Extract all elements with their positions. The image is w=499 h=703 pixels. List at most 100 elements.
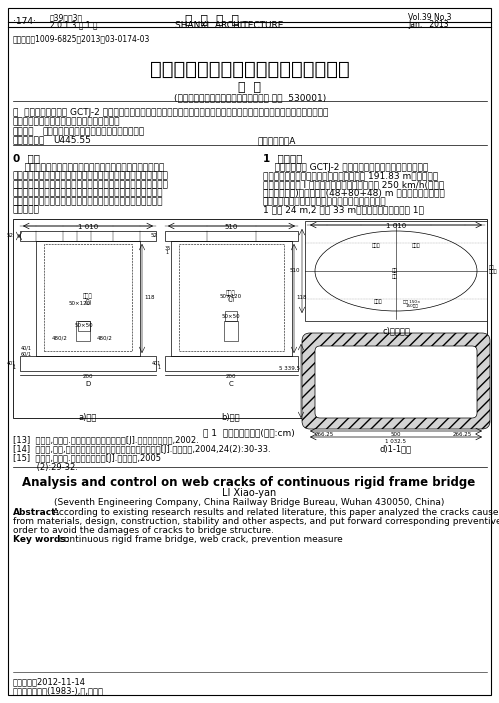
Text: 1 010: 1 010 — [386, 223, 406, 229]
Text: Vol.39 No.3: Vol.39 No.3 — [408, 13, 452, 22]
Text: 心墩建设。: 心墩建设。 — [13, 205, 40, 214]
Text: 高墩、大跨径桥梁工程越来越多，薄壁空心高墩施工难度大，技术: 高墩、大跨径桥梁工程越来越多，薄壁空心高墩施工难度大，技术 — [13, 172, 169, 181]
Text: 中腹模
(中): 中腹模 (中) — [83, 293, 93, 305]
Text: 要求高，模板施工技术的选择，对施工安全、质量、成本、进度控: 要求高，模板施工技术的选择，对施工安全、质量、成本、进度控 — [13, 180, 169, 189]
Text: 118: 118 — [296, 295, 306, 300]
Text: 摘  要：通过贵广铁路 GCTJ-2 标排调河双线大桥墩柱施工实践，介绍了高速铁路双线桥梁圆端形薄壁空心墩无支架翻模施工技: 摘 要：通过贵广铁路 GCTJ-2 标排调河双线大桥墩柱施工实践，介绍了高速铁路… — [13, 108, 328, 117]
Text: b)侧面: b)侧面 — [222, 412, 241, 421]
Text: 35: 35 — [165, 246, 171, 251]
Text: 墩身: 墩身 — [489, 265, 495, 270]
Text: 墩身
中心: 墩身 中心 — [392, 268, 398, 279]
Text: 1 号墩 24 m,2 号墩 33 m，墩柱结构示意图见图 1。: 1 号墩 24 m,2 号墩 33 m，墩柱结构示意图见图 1。 — [263, 205, 424, 214]
Text: [13]  贾文献,刘星友.地下工程分部分合力评估[J].中国鐵路出版社,2002.: [13] 贾文献,刘星友.地下工程分部分合力评估[J].中国鐵路出版社,2002… — [13, 436, 199, 445]
Bar — [171, 241, 292, 356]
Text: 1: 1 — [165, 250, 168, 255]
Bar — [76, 321, 90, 341]
Text: 作者简介：涂照(1983-),男,工程师: 作者简介：涂照(1983-),男,工程师 — [13, 686, 104, 695]
Text: ·174·: ·174· — [13, 17, 36, 26]
Text: 梁圆端形薄壁空心墩无支架翻模施工技术，适用于各类圆端形空: 梁圆端形薄壁空心墩无支架翻模施工技术，适用于各类圆端形空 — [13, 197, 164, 206]
Bar — [225, 311, 237, 321]
Text: 52: 52 — [7, 233, 14, 238]
Text: 480/2: 480/2 — [97, 336, 113, 341]
Bar — [179, 244, 284, 351]
Text: According to existing research results and related literature, this paper analyz: According to existing research results a… — [50, 508, 499, 517]
Text: 文章编号：1009-6825（2013）03-0174-03: 文章编号：1009-6825（2013）03-0174-03 — [13, 34, 150, 43]
Text: Key words:: Key words: — [13, 535, 69, 544]
Text: 1  工程概况: 1 工程概况 — [263, 153, 302, 163]
Text: 河面设，为双线 I 级电气化铁路，设计行车速度 250 km/h(预留进: 河面设，为双线 I 级电气化铁路，设计行车速度 250 km/h(预留进 — [263, 180, 444, 189]
Text: 500: 500 — [391, 432, 401, 437]
Text: 圆端形薄壁空心墓无支架翻模施工技术: 圆端形薄壁空心墓无支架翻模施工技术 — [150, 60, 350, 79]
Text: [15]  罗山生,马销民.地下水大模设计[J].桥梁建设,2005: [15] 罗山生,马销民.地下水大模设计[J].桥梁建设,2005 — [13, 454, 161, 463]
Text: SHANXI  ARCHITECTURE: SHANXI ARCHITECTURE — [175, 21, 283, 30]
Text: 中图分类号：: 中图分类号： — [13, 136, 45, 145]
Text: 5 339.5: 5 339.5 — [279, 366, 300, 371]
Text: C: C — [229, 381, 234, 387]
Text: 266.25: 266.25 — [453, 432, 472, 437]
Bar — [44, 244, 132, 351]
Text: D: D — [85, 381, 91, 387]
Text: 50×120: 50×120 — [220, 294, 242, 299]
Text: LI Xiao-yan: LI Xiao-yan — [222, 488, 276, 498]
Text: 制都有一定的影响。文中结合工程实例，介绍了高速铁路双线桥: 制都有一定的影响。文中结合工程实例，介绍了高速铁路双线桥 — [13, 188, 164, 198]
Text: 1: 1 — [13, 365, 16, 370]
Text: 200: 200 — [83, 374, 93, 379]
Bar — [305, 221, 487, 321]
Bar — [165, 356, 298, 371]
Text: 斜支架: 斜支架 — [374, 299, 382, 304]
Text: 斜支架: 斜支架 — [372, 243, 380, 248]
Text: 401: 401 — [6, 361, 16, 366]
Text: 480/2: 480/2 — [52, 336, 68, 341]
Text: 40/1: 40/1 — [21, 346, 32, 351]
Text: 三都水族自治县境内。排调河双线大桥全长 191.83 m，路路排调: 三都水族自治县境内。排调河双线大桥全长 191.83 m，路路排调 — [263, 172, 438, 181]
Bar — [165, 231, 298, 241]
Bar — [13, 219, 487, 418]
Text: c)墩层平面: c)墩层平面 — [382, 326, 410, 335]
Text: Analysis and control on web cracks of continuous rigid frame bridge: Analysis and control on web cracks of co… — [22, 476, 476, 489]
Text: a)正面: a)正面 — [79, 412, 97, 421]
Text: from materials, design, construction, stability and other aspects, and put forwa: from materials, design, construction, st… — [13, 517, 499, 526]
Text: 关键词：: 关键词： — [13, 127, 34, 136]
Text: 50×120: 50×120 — [69, 301, 91, 306]
Bar — [20, 231, 156, 241]
Text: 1 010: 1 010 — [78, 224, 98, 230]
Text: 术，以期为各类圆端形空心墩建设积累经验。: 术，以期为各类圆端形空心墩建设积累经验。 — [13, 117, 120, 126]
Text: (Seventh Engineering Company, China Railway Bridge Bureau, Wuhan 430050, China): (Seventh Engineering Company, China Rail… — [54, 498, 444, 507]
Text: 50×50: 50×50 — [75, 323, 93, 328]
Text: 收稿日期：2012-11-14: 收稿日期：2012-11-14 — [13, 677, 86, 686]
Text: 1 032.5: 1 032.5 — [386, 439, 407, 444]
Bar — [305, 336, 487, 426]
Text: 文献标识码：A: 文献标识码：A — [258, 136, 296, 145]
Text: 266.25: 266.25 — [315, 432, 334, 437]
Text: 新建贵广铁路 GCTJ-2 标排调河双线大桥位于贵州省黔南州: 新建贵广铁路 GCTJ-2 标排调河双线大桥位于贵州省黔南州 — [263, 163, 428, 172]
Text: 0  引言: 0 引言 — [13, 153, 40, 163]
Text: 1: 1 — [158, 365, 161, 370]
Text: 401: 401 — [152, 361, 161, 366]
Text: Abstract:: Abstract: — [13, 508, 60, 517]
Text: (2):29-32.: (2):29-32. — [13, 463, 78, 472]
Text: 510: 510 — [225, 224, 238, 230]
Text: 续梁桥桥架，桥墩为圆端形薄壁空心墩，墩身分别为: 续梁桥桥架，桥墩为圆端形薄壁空心墩，墩身分别为 — [263, 197, 387, 206]
FancyBboxPatch shape — [302, 333, 490, 429]
Text: 第39卷第3期: 第39卷第3期 — [50, 13, 83, 22]
Text: Jan.   2013: Jan. 2013 — [408, 20, 449, 29]
Text: 山  西  建  筑: 山 西 建 筑 — [185, 14, 239, 27]
Text: 检修架: 检修架 — [412, 243, 420, 248]
Text: 50×50: 50×50 — [222, 314, 241, 319]
Text: 中腹模
(中): 中腹模 (中) — [226, 290, 236, 302]
Text: 人孔 150×
150支架: 人孔 150× 150支架 — [403, 299, 421, 308]
Text: U445.55: U445.55 — [53, 136, 91, 145]
Text: 随着高速铁路的发展，在山谷深切、地形起伏大的地区修建: 随着高速铁路的发展，在山谷深切、地形起伏大的地区修建 — [13, 163, 164, 172]
Text: 圆端形，薄壁空心，无支架翻模，施工技术: 圆端形，薄壁空心，无支架翻模，施工技术 — [43, 127, 145, 136]
Text: 2 0 1 3 年 1 月: 2 0 1 3 年 1 月 — [50, 20, 97, 29]
Bar — [36, 241, 140, 356]
Text: continuous rigid frame bridge, web crack, prevention measure: continuous rigid frame bridge, web crack… — [56, 535, 343, 544]
Text: 涂  照: 涂 照 — [239, 81, 261, 94]
Text: 一步提速条件)，上部采用(48+80+48) m 混凝预应力混凝土连: 一步提速条件)，上部采用(48+80+48) m 混凝预应力混凝土连 — [263, 188, 445, 198]
Text: 118: 118 — [144, 295, 155, 300]
Bar — [224, 321, 238, 341]
Bar — [20, 356, 156, 371]
Bar — [78, 321, 90, 331]
Text: d)1-1截面: d)1-1截面 — [380, 444, 412, 453]
Text: (中国中铁道路集团四局有限公司，广西 南宁  530001): (中国中铁道路集团四局有限公司，广西 南宁 530001) — [174, 93, 326, 102]
